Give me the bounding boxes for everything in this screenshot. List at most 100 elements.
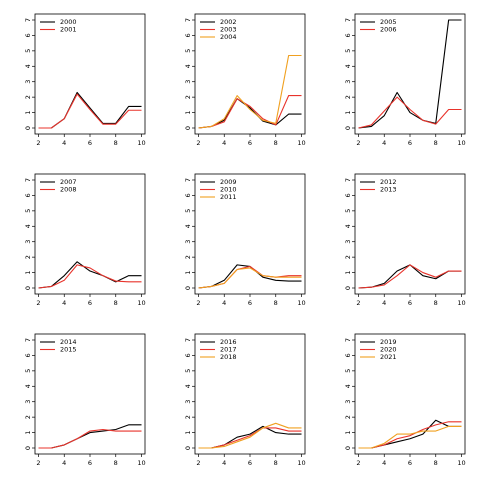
series-line-2001 (38, 93, 142, 129)
series-line-2003 (198, 95, 302, 129)
y-tick-label: 5 (184, 369, 192, 373)
x-tick-label: 6 (408, 299, 412, 307)
y-tick-label: 6 (24, 193, 32, 197)
legend-label: 2018 (220, 353, 237, 361)
x-tick-label: 2 (196, 459, 200, 467)
y-tick-label: 0 (344, 126, 352, 130)
x-tick-label: 4 (222, 139, 226, 147)
legend-label: 2008 (60, 186, 77, 194)
y-tick-label: 5 (344, 369, 352, 373)
x-tick-label: 6 (248, 459, 252, 467)
legend-label: 2006 (380, 26, 397, 34)
y-tick-label: 6 (344, 353, 352, 357)
y-tick-label: 7 (184, 18, 192, 22)
series-line-2006 (358, 96, 462, 129)
series-line-2012 (358, 264, 462, 289)
y-tick-label: 7 (184, 338, 192, 342)
y-tick-label: 3 (344, 80, 352, 84)
x-tick-label: 2 (36, 139, 40, 147)
y-tick-label: 0 (184, 286, 192, 290)
y-tick-label: 7 (344, 18, 352, 22)
x-tick-label: 8 (274, 139, 278, 147)
x-tick-label: 4 (62, 299, 66, 307)
y-tick-label: 4 (24, 64, 32, 68)
y-tick-label: 4 (184, 224, 192, 228)
x-tick-label: 6 (88, 139, 92, 147)
plot-frame (354, 13, 466, 135)
y-tick-label: 2 (344, 95, 352, 99)
legend-label: 2012 (380, 178, 397, 186)
y-tick-label: 5 (24, 369, 32, 373)
x-tick-label: 4 (382, 139, 386, 147)
y-tick-label: 6 (24, 353, 32, 357)
legend-label: 2005 (380, 18, 397, 26)
series-line-2008 (38, 264, 142, 289)
y-tick-label: 7 (24, 338, 32, 342)
y-tick-label: 1 (184, 271, 192, 275)
y-tick-label: 5 (184, 209, 192, 213)
y-tick-label: 7 (24, 18, 32, 22)
legend-label: 2002 (220, 18, 237, 26)
x-tick-label: 2 (196, 299, 200, 307)
y-tick-label: 0 (24, 126, 32, 130)
y-tick-label: 2 (344, 415, 352, 419)
y-tick-label: 0 (24, 286, 32, 290)
x-tick-label: 4 (382, 299, 386, 307)
y-tick-label: 1 (24, 431, 32, 435)
x-tick-label: 4 (222, 459, 226, 467)
y-tick-label: 6 (184, 33, 192, 37)
y-tick-label: 1 (344, 111, 352, 115)
legend-label: 2010 (220, 186, 237, 194)
y-tick-label: 5 (184, 49, 192, 53)
y-tick-label: 5 (24, 49, 32, 53)
x-tick-label: 6 (408, 459, 412, 467)
y-tick-label: 2 (344, 255, 352, 259)
x-tick-label: 10 (297, 459, 305, 467)
legend-label: 2014 (60, 338, 77, 346)
y-tick-label: 2 (24, 255, 32, 259)
x-tick-label: 8 (114, 459, 118, 467)
y-tick-label: 0 (24, 446, 32, 450)
y-tick-label: 1 (24, 271, 32, 275)
x-tick-label: 8 (434, 139, 438, 147)
y-tick-label: 6 (344, 193, 352, 197)
y-tick-label: 4 (24, 224, 32, 228)
plot-frame (194, 13, 306, 135)
y-tick-label: 2 (184, 95, 192, 99)
plot-frame (354, 173, 466, 295)
series-line-2018 (198, 422, 302, 449)
series-line-2015 (38, 428, 142, 449)
legend-label: 2007 (60, 178, 77, 186)
x-tick-label: 2 (356, 299, 360, 307)
x-tick-label: 10 (137, 299, 145, 307)
y-tick-label: 3 (24, 240, 32, 244)
y-tick-label: 7 (24, 178, 32, 182)
y-tick-label: 2 (24, 95, 32, 99)
y-tick-label: 6 (184, 193, 192, 197)
legend-label: 2001 (60, 26, 77, 34)
legend-label: 2015 (60, 346, 77, 354)
y-tick-label: 5 (344, 209, 352, 213)
y-tick-label: 3 (24, 80, 32, 84)
y-tick-label: 0 (184, 126, 192, 130)
x-tick-label: 6 (408, 139, 412, 147)
series-line-2011 (198, 267, 302, 289)
y-tick-label: 1 (344, 271, 352, 275)
y-tick-label: 4 (24, 384, 32, 388)
series-line-2017 (198, 427, 302, 449)
legend-label: 2000 (60, 18, 77, 26)
x-tick-label: 8 (114, 139, 118, 147)
y-tick-label: 0 (344, 286, 352, 290)
y-tick-label: 3 (184, 80, 192, 84)
plot-frame (34, 13, 146, 135)
x-tick-label: 2 (36, 459, 40, 467)
series-line-2013 (358, 264, 462, 289)
x-tick-label: 10 (297, 139, 305, 147)
y-tick-label: 5 (344, 49, 352, 53)
legend-label: 2017 (220, 346, 237, 354)
y-tick-label: 7 (184, 178, 192, 182)
x-tick-label: 8 (114, 299, 118, 307)
legend-label: 2003 (220, 26, 237, 34)
